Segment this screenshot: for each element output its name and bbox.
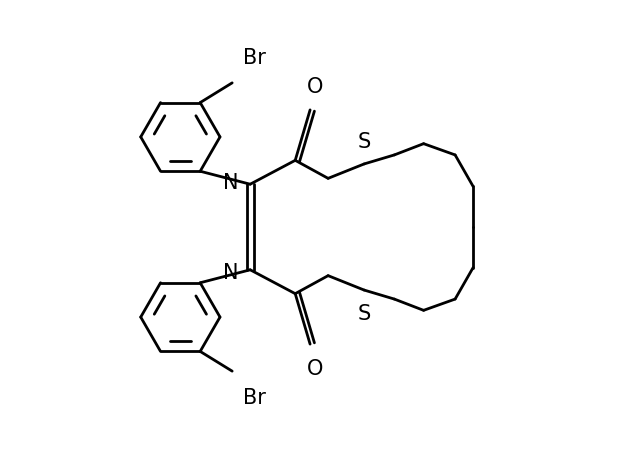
Text: N: N	[223, 172, 238, 192]
Text: Br: Br	[243, 48, 266, 68]
Text: S: S	[358, 303, 371, 323]
Text: Br: Br	[243, 387, 266, 407]
Text: O: O	[307, 358, 324, 378]
Text: N: N	[223, 263, 238, 283]
Text: O: O	[307, 77, 324, 97]
Text: S: S	[358, 132, 371, 152]
